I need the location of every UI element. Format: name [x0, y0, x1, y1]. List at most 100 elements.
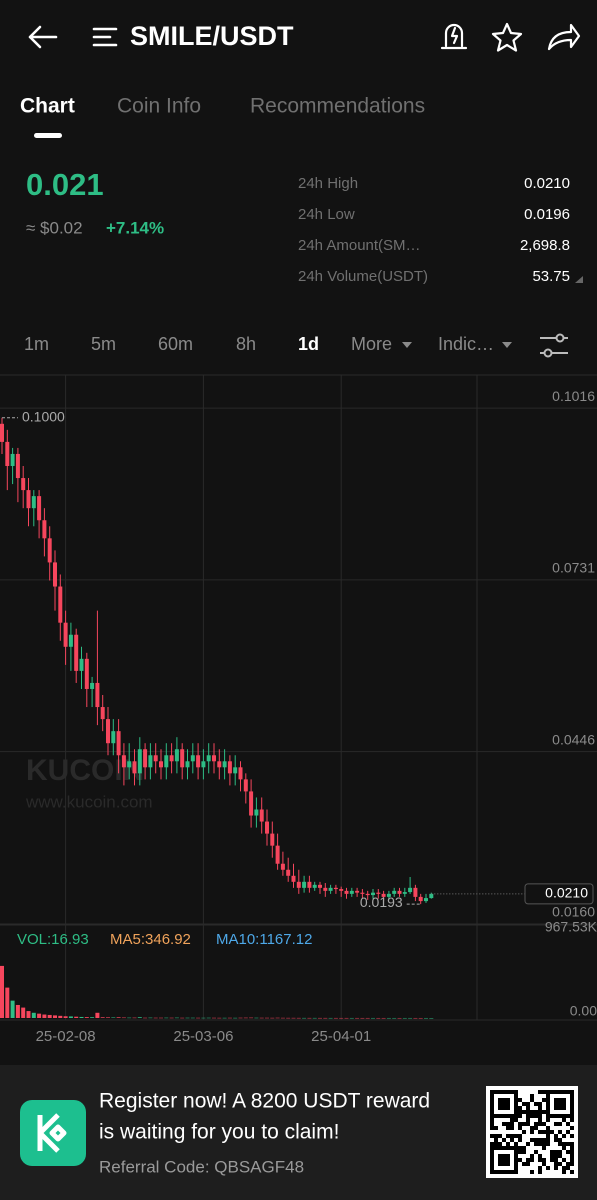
- qr-module: [562, 1146, 566, 1150]
- qr-module: [554, 1102, 558, 1106]
- qr-pattern: [490, 1090, 574, 1174]
- qr-module: [554, 1166, 558, 1170]
- volume-bar: [10, 1000, 15, 1018]
- qr-module: [494, 1114, 498, 1118]
- menu-button[interactable]: [92, 27, 118, 47]
- volume-bar: [159, 1017, 163, 1019]
- candle-body: [291, 875, 296, 882]
- qr-module: [546, 1102, 550, 1106]
- candle-body: [413, 887, 418, 897]
- volume-legend: MA5:346.92: [110, 931, 191, 948]
- qr-module: [530, 1130, 534, 1134]
- settings-button[interactable]: [540, 333, 568, 358]
- tab[interactable]: Recommendations: [250, 95, 425, 118]
- qr-module: [570, 1170, 574, 1174]
- qr-module: [498, 1142, 502, 1146]
- qr-module: [554, 1162, 558, 1166]
- volume-bar: [418, 1017, 423, 1019]
- qr-module: [530, 1170, 534, 1174]
- interval[interactable]: Indic…: [438, 334, 494, 354]
- qr-module: [514, 1146, 518, 1150]
- volume-bar: [132, 1017, 137, 1019]
- qr-module: [538, 1106, 542, 1110]
- share-button[interactable]: [547, 23, 581, 51]
- volume-bar: [413, 1017, 418, 1019]
- qr-module: [534, 1114, 538, 1118]
- interval[interactable]: More: [351, 334, 392, 354]
- qr-module: [570, 1114, 574, 1118]
- volume-bar: [392, 1017, 397, 1019]
- chart: 0.1016 0.0731 0.0446 0.0160 25-02-08 25-03-06…: [0, 375, 597, 1045]
- qr-module: [570, 1142, 574, 1146]
- qr-module: [554, 1134, 558, 1138]
- qr-module: [570, 1090, 574, 1094]
- volume-bar: [249, 1017, 254, 1019]
- volume-bar: [90, 1017, 95, 1018]
- y-tick-label: 0.00: [570, 1003, 597, 1019]
- qr-module: [506, 1134, 510, 1138]
- qr-module: [490, 1110, 494, 1114]
- qr-module: [566, 1114, 570, 1118]
- y-tick-label: 0.0446: [552, 731, 595, 747]
- qr-module: [538, 1158, 542, 1162]
- tab[interactable]: Coin Info: [117, 95, 201, 118]
- candle-body: [280, 863, 285, 870]
- qr-module: [498, 1090, 502, 1094]
- qr-module: [546, 1110, 550, 1114]
- qr-module: [514, 1098, 518, 1102]
- qr-module: [570, 1162, 574, 1166]
- interval[interactable]: 60m: [158, 334, 193, 354]
- x-tick-label: 25-03-06: [173, 1028, 233, 1045]
- favorite-button[interactable]: [491, 22, 523, 52]
- interval[interactable]: 1d: [298, 334, 319, 354]
- qr-module: [518, 1122, 522, 1126]
- interval[interactable]: 1m: [24, 334, 49, 354]
- alert-button[interactable]: [440, 23, 468, 50]
- candle-body: [270, 833, 275, 846]
- qr-module: [554, 1098, 558, 1102]
- volume-bar: [280, 1017, 285, 1019]
- qr-module: [506, 1154, 510, 1158]
- qr-module: [526, 1118, 530, 1122]
- qr-module: [530, 1138, 534, 1142]
- qr-module: [522, 1102, 526, 1106]
- candle-body: [212, 755, 216, 762]
- candle-body: [233, 767, 238, 774]
- x-tick-label: 25-02-08: [36, 1028, 96, 1045]
- interval[interactable]: 8h: [236, 334, 256, 354]
- candle-body: [15, 453, 20, 479]
- candle-body: [238, 767, 243, 780]
- qr-module: [530, 1154, 534, 1158]
- candle-body: [58, 586, 63, 623]
- qr-module: [490, 1114, 494, 1118]
- candle-body: [344, 890, 349, 894]
- qr-module: [542, 1146, 546, 1150]
- volume-bar: [15, 1004, 20, 1018]
- candle-body: [259, 809, 264, 822]
- qr-module: [490, 1150, 494, 1154]
- qr-module: [490, 1154, 494, 1158]
- y-tick-label: 0.0160: [552, 904, 595, 920]
- volume-bar: [365, 1017, 370, 1019]
- qr-module: [542, 1122, 546, 1126]
- qr-module: [494, 1142, 498, 1146]
- tab[interactable]: Chart: [20, 95, 75, 118]
- qr-module: [494, 1134, 498, 1138]
- volume-bar: [206, 1017, 211, 1019]
- qr-module: [514, 1110, 518, 1114]
- qr-module: [522, 1122, 526, 1126]
- qr-module: [546, 1106, 550, 1110]
- candle-body: [185, 761, 190, 768]
- qr-module: [498, 1114, 502, 1118]
- back-button[interactable]: [28, 25, 58, 49]
- qr-module: [538, 1166, 542, 1170]
- volume-legend: VOL:16.93: [17, 931, 89, 948]
- qr-module: [562, 1098, 566, 1102]
- qr-module: [558, 1150, 562, 1154]
- candle-body: [376, 892, 381, 894]
- stats: 24h High 0.0210 24h Low 0.0196 24h Amoun…: [298, 175, 583, 285]
- interval[interactable]: 5m: [91, 334, 116, 354]
- qr-module: [498, 1098, 502, 1102]
- qr-module: [570, 1106, 574, 1110]
